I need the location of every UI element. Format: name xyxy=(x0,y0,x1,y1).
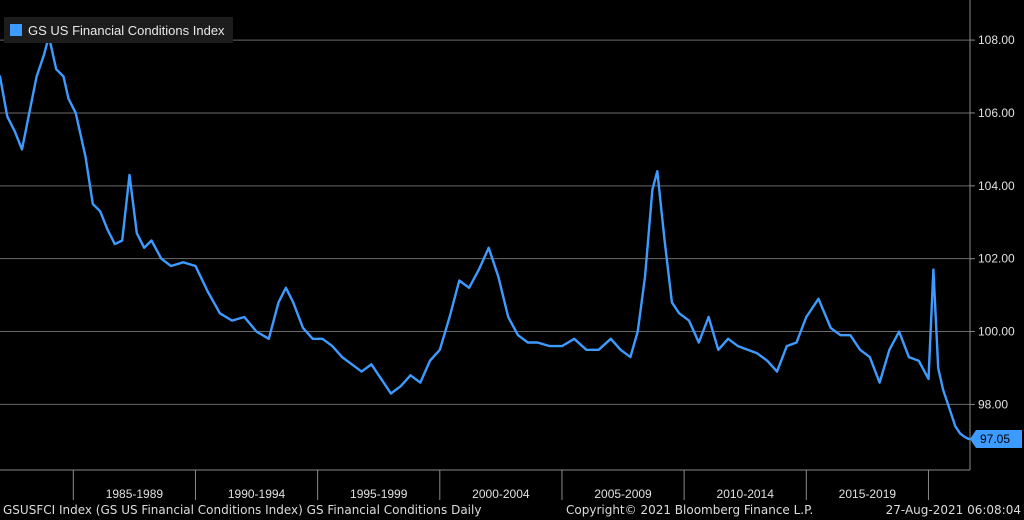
x-axis: 1985-1989 1990-1994 1995-1999 2000-2004 2005… xyxy=(0,469,970,501)
x-tick-label: 1985-1989 xyxy=(106,487,164,501)
y-tick-label: 102.00 xyxy=(978,252,1015,266)
x-tick-label: 2015-2019 xyxy=(839,487,897,501)
legend: GS US Financial Conditions Index xyxy=(4,17,233,43)
x-tick-label: 1990-1994 xyxy=(228,487,286,501)
last-value-badge xyxy=(970,430,1022,449)
y-tick-label: 106.00 xyxy=(978,106,1015,120)
y-tick-label: 104.00 xyxy=(978,179,1015,193)
last-value-label: 97.05 xyxy=(980,432,1010,446)
x-tick-label: 1995-1999 xyxy=(350,487,408,501)
y-tick-label: 98.00 xyxy=(978,397,1008,411)
footer-ticker: GSUSFCI Index (GS US Financial Condition… xyxy=(3,503,482,517)
legend-label: GS US Financial Conditions Index xyxy=(28,22,225,38)
footer-timestamp: 27-Aug-2021 06:08:04 xyxy=(885,503,1021,517)
last-value-marker: 97.05 xyxy=(970,430,1022,449)
legend-swatch xyxy=(10,24,22,36)
series-line xyxy=(0,35,970,441)
y-tick-label: 108.00 xyxy=(978,33,1015,47)
x-tick-label: 2010-2014 xyxy=(717,487,775,501)
footer: GSUSFCI Index (GS US Financial Condition… xyxy=(0,500,1024,520)
footer-copyright: Copyright© 2021 Bloomberg Finance L.P. xyxy=(566,503,814,517)
y-axis: 98.00 100.00 102.00 104.00 106.00 108.00 xyxy=(969,0,1015,470)
x-tick-label: 2000-2004 xyxy=(472,487,530,501)
x-tick-label: 2005-2009 xyxy=(594,487,652,501)
y-tick-label: 100.00 xyxy=(978,325,1015,339)
gridlines xyxy=(0,39,970,405)
series-lines xyxy=(0,35,970,441)
